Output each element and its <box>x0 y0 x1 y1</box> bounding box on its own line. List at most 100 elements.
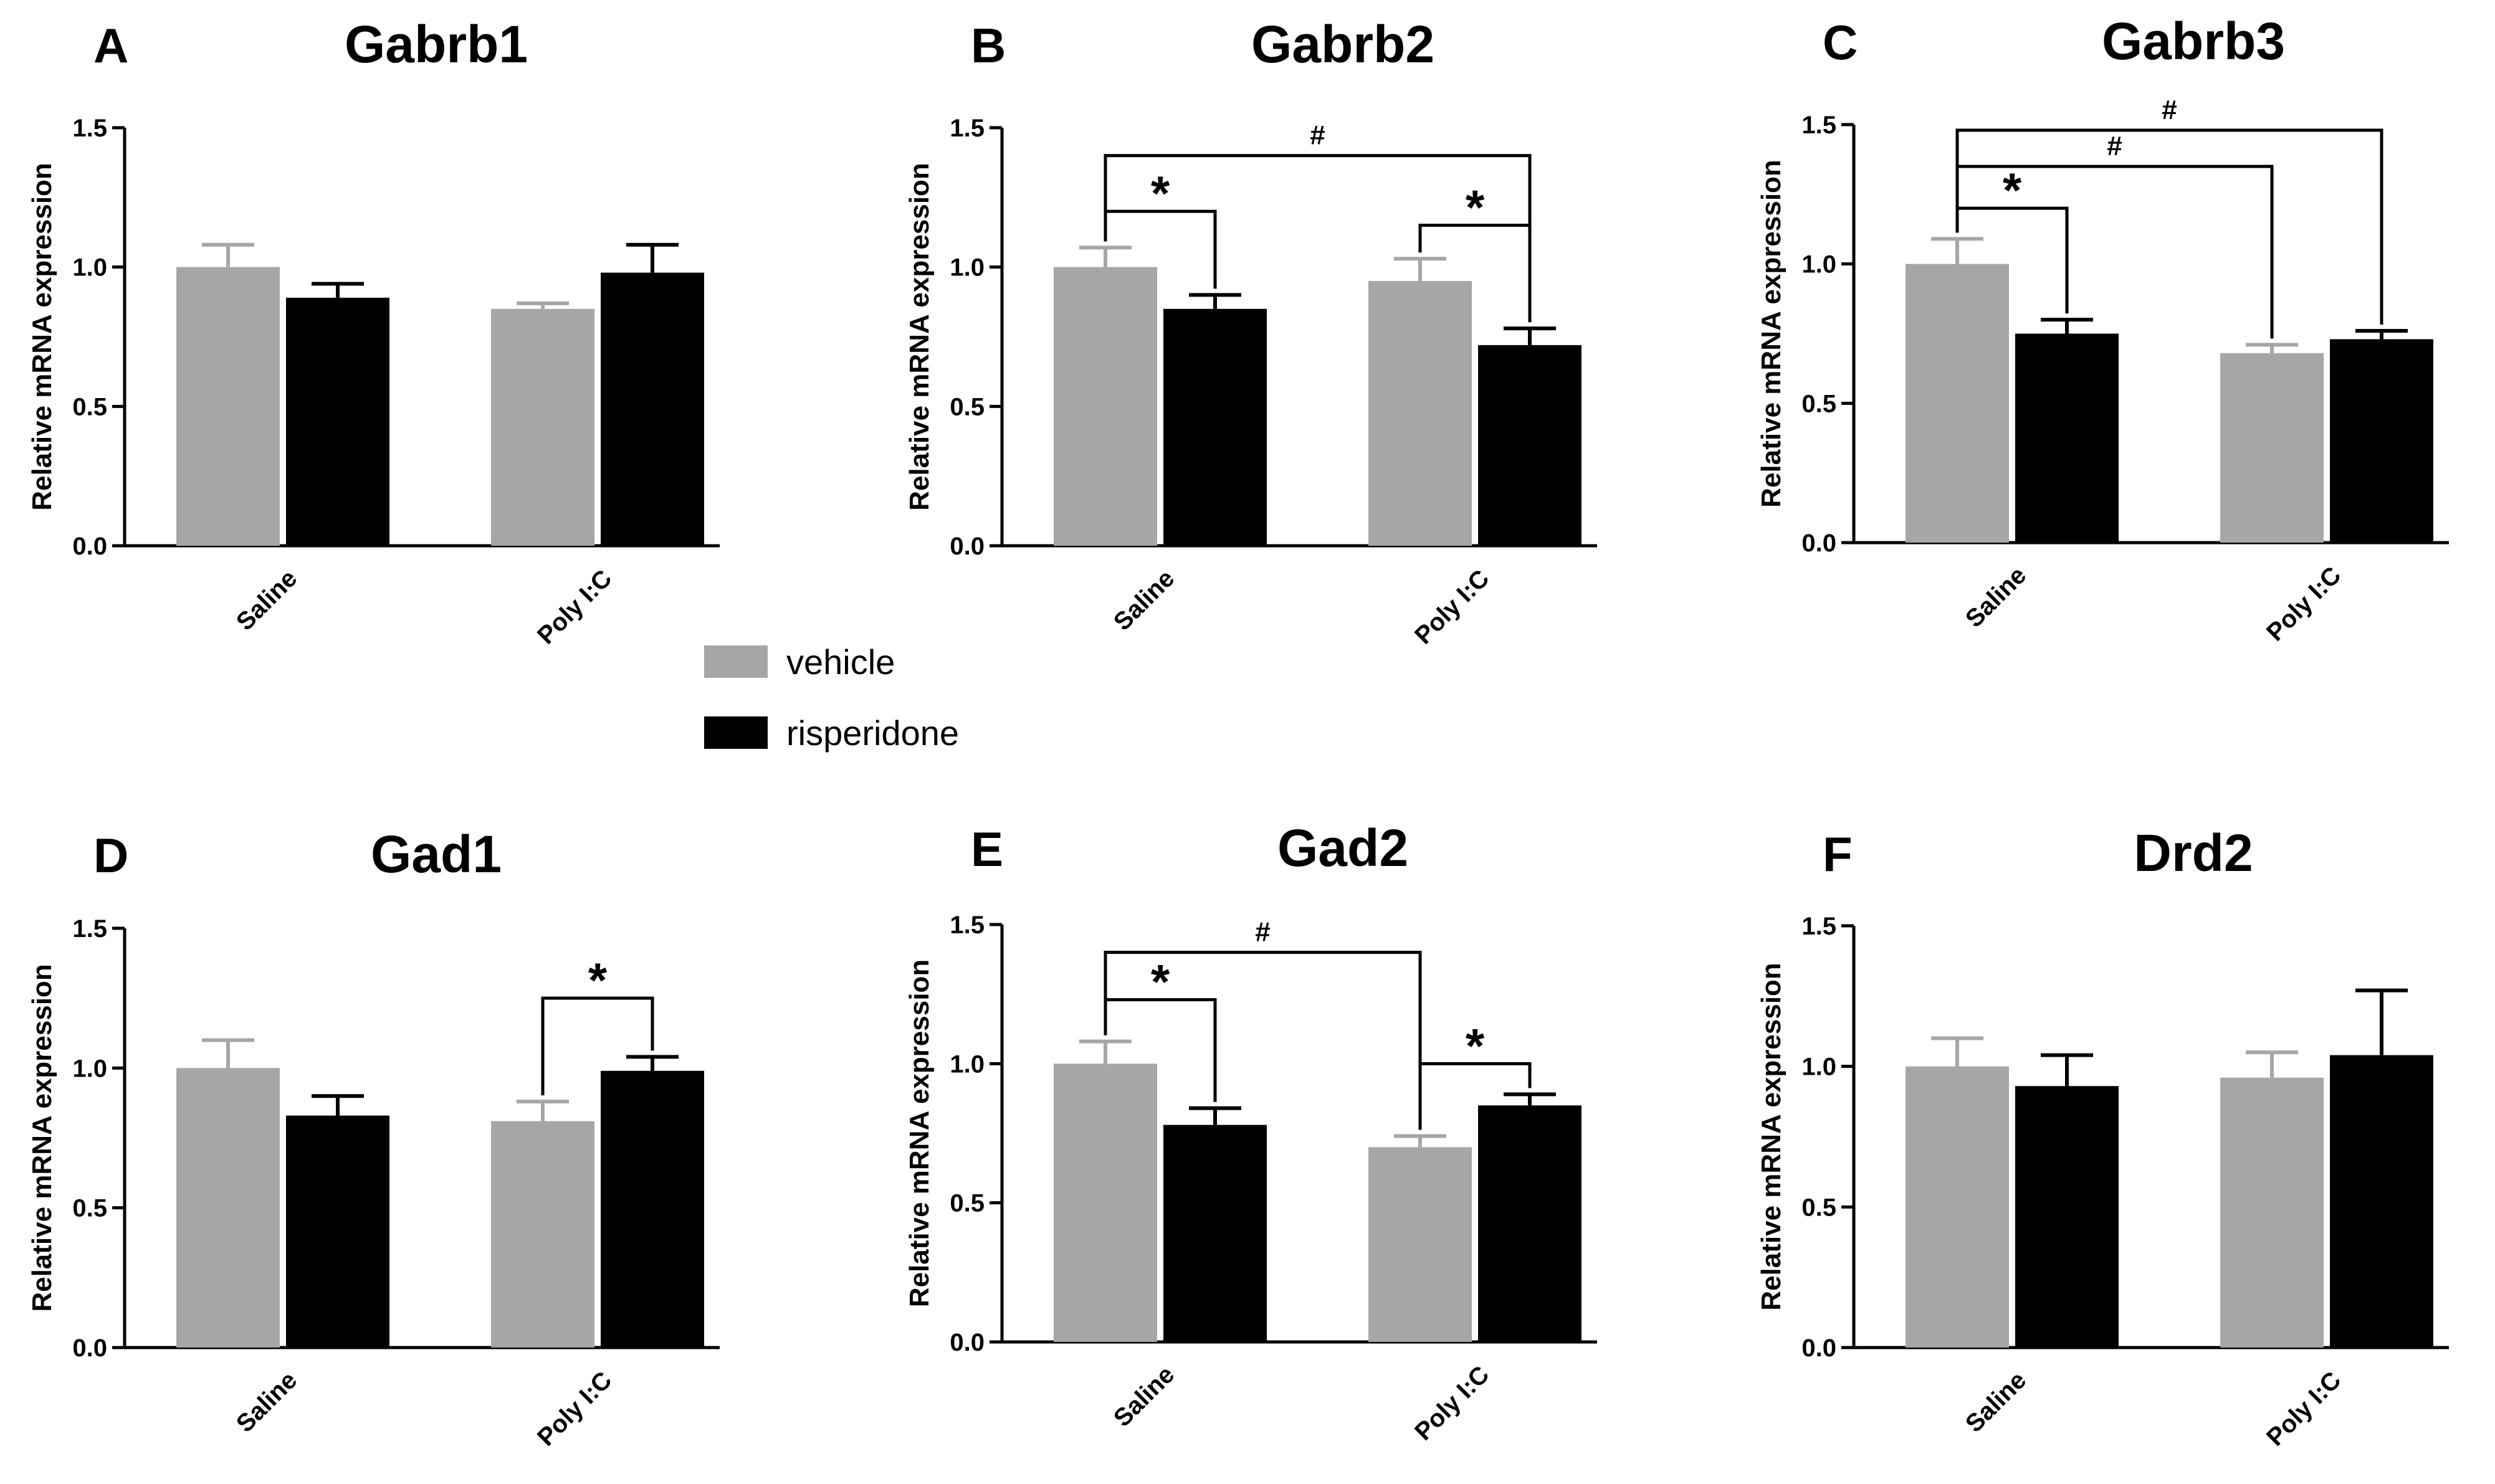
y-axis-label: Relative mRNA expression <box>904 959 935 1307</box>
chart-title: Drd2 <box>2134 824 2253 882</box>
bar-risperidone-polyic <box>2330 339 2433 543</box>
y-tick-label: 1.0 <box>1801 251 1836 278</box>
bar-risperidone-polyic <box>1478 345 1581 546</box>
x-tick-label: Poly I:C <box>1410 564 1494 649</box>
chart-panel-b: B Gabrb2 0.0 0.5 1.0 1.5 Relative mRNA express… <box>904 15 1597 650</box>
legend-label-risperidone: risperidone <box>786 713 959 753</box>
x-tick-label: Saline <box>1109 1361 1180 1432</box>
chart-title: Gad1 <box>371 825 502 883</box>
chart-title: Gabrb3 <box>2102 12 2285 70</box>
y-tick-label: 0.5 <box>1801 1194 1836 1221</box>
panel-letter: E <box>971 822 1003 877</box>
significance-asterisk: * <box>1466 180 1485 235</box>
bar-risperidone-saline <box>286 1115 389 1348</box>
y-tick-label: 1.0 <box>950 1050 985 1078</box>
significance-bracket <box>1104 951 1422 1130</box>
bar-vehicle-polyic <box>1368 281 1472 546</box>
significance-hash: # <box>1310 120 1325 151</box>
y-tick-label: 0.0 <box>1801 1334 1836 1362</box>
x-tick-label: Poly I:C <box>532 1366 617 1451</box>
chart-title: Gabrb1 <box>345 15 528 74</box>
y-tick-label: 0.5 <box>72 393 107 421</box>
significance-asterisk: * <box>588 953 608 1007</box>
panel-letter: F <box>1823 827 1853 882</box>
significance-bracket <box>1955 128 2383 325</box>
y-axis-label: Relative mRNA expression <box>904 163 935 510</box>
y-tick-label: 0.5 <box>72 1195 107 1222</box>
y-tick-label: 1.0 <box>72 254 107 282</box>
chart-panel-f: F Drd2 0.0 0.5 1.0 1.5 Relative mRNA expressio… <box>1756 824 2449 1452</box>
bar-risperidone-polyic <box>601 1070 704 1348</box>
y-tick-label: 1.5 <box>1801 112 1836 139</box>
legend-swatch-vehicle <box>704 645 768 678</box>
bar-risperidone-saline <box>286 297 389 546</box>
x-tick-label: Poly I:C <box>532 564 617 649</box>
bar-vehicle-saline <box>1054 267 1157 546</box>
y-tick-label: 0.0 <box>950 1329 985 1356</box>
significance-bracket <box>541 996 654 1096</box>
y-axis-label: Relative mRNA expression <box>1756 159 1787 507</box>
significance-asterisk: * <box>1466 1018 1485 1073</box>
chart-panel-d: D Gad1 0.0 0.5 1.0 1.5 Relative mRNA expressio… <box>27 825 720 1452</box>
legend-swatch-risperidone <box>704 716 768 749</box>
y-tick-label: 0.5 <box>950 1190 985 1217</box>
chart-title: Gabrb2 <box>1251 15 1434 74</box>
significance-asterisk: * <box>1151 954 1170 1009</box>
y-tick-label: 1.5 <box>72 915 107 943</box>
bar-vehicle-polyic <box>491 308 594 546</box>
x-tick-label: Saline <box>231 564 302 635</box>
bar-vehicle-polyic <box>491 1121 594 1348</box>
y-tick-label: 1.0 <box>1801 1054 1836 1081</box>
y-tick-label: 1.5 <box>72 115 107 142</box>
bar-vehicle-polyic <box>2220 353 2324 543</box>
bar-risperidone-polyic <box>1478 1105 1581 1342</box>
significance-asterisk: * <box>2003 163 2022 217</box>
bar-risperidone-saline <box>1163 308 1267 546</box>
y-tick-label: 0.5 <box>950 393 985 421</box>
significance-hash: # <box>2162 95 2177 125</box>
x-tick-label: Saline <box>231 1366 302 1437</box>
chart-panel-e: E Gad2 0.0 0.5 1.0 1.5 Relative mRNA expressio… <box>904 819 1597 1446</box>
bar-risperidone-saline <box>2015 333 2119 543</box>
significance-hash: # <box>2107 131 2122 161</box>
bar-vehicle-saline <box>176 1068 280 1348</box>
panel-letter: B <box>971 18 1006 73</box>
bar-vehicle-polyic <box>1368 1147 1472 1342</box>
bar-vehicle-saline <box>1906 264 2009 543</box>
significance-asterisk: * <box>1151 166 1170 221</box>
y-tick-label: 1.5 <box>1801 913 1836 940</box>
x-tick-label: Saline <box>1960 561 2031 632</box>
x-tick-label: Poly I:C <box>2261 1366 2346 1451</box>
x-tick-label: Poly I:C <box>1410 1361 1494 1445</box>
y-tick-label: 1.5 <box>950 115 985 142</box>
y-tick-label: 0.5 <box>1801 390 1836 417</box>
legend-label-vehicle: vehicle <box>786 642 895 682</box>
y-tick-label: 0.0 <box>72 533 107 560</box>
x-tick-label: Saline <box>1109 564 1180 635</box>
y-axis-label: Relative mRNA expression <box>1756 963 1787 1310</box>
bar-vehicle-polyic <box>2220 1077 2324 1348</box>
y-tick-label: 1.0 <box>72 1055 107 1082</box>
panel-letter: A <box>93 18 128 73</box>
bar-vehicle-saline <box>1054 1063 1157 1342</box>
chart-panel-c: C Gabrb3 0.0 0.5 1.0 1.5 Relative mRNA express… <box>1756 12 2449 647</box>
y-tick-label: 1.5 <box>950 911 985 939</box>
panel-letter: D <box>93 828 128 883</box>
significance-bracket <box>1104 154 1532 323</box>
bar-vehicle-saline <box>176 267 280 546</box>
chart-title: Gad2 <box>1277 819 1408 877</box>
x-tick-label: Poly I:C <box>2261 561 2346 646</box>
legend: vehicle risperidone <box>704 642 959 753</box>
y-tick-label: 1.0 <box>950 254 985 282</box>
bar-risperidone-polyic <box>601 272 704 546</box>
bar-risperidone-saline <box>1163 1125 1267 1342</box>
y-tick-label: 0.0 <box>1801 530 1836 557</box>
y-axis-label: Relative mRNA expression <box>27 964 57 1311</box>
x-tick-label: Saline <box>1960 1366 2031 1437</box>
bar-risperidone-saline <box>2015 1086 2119 1348</box>
y-tick-label: 0.0 <box>72 1334 107 1362</box>
y-tick-label: 0.0 <box>950 533 985 560</box>
bar-risperidone-polyic <box>2330 1055 2433 1348</box>
significance-hash: # <box>1255 917 1270 948</box>
